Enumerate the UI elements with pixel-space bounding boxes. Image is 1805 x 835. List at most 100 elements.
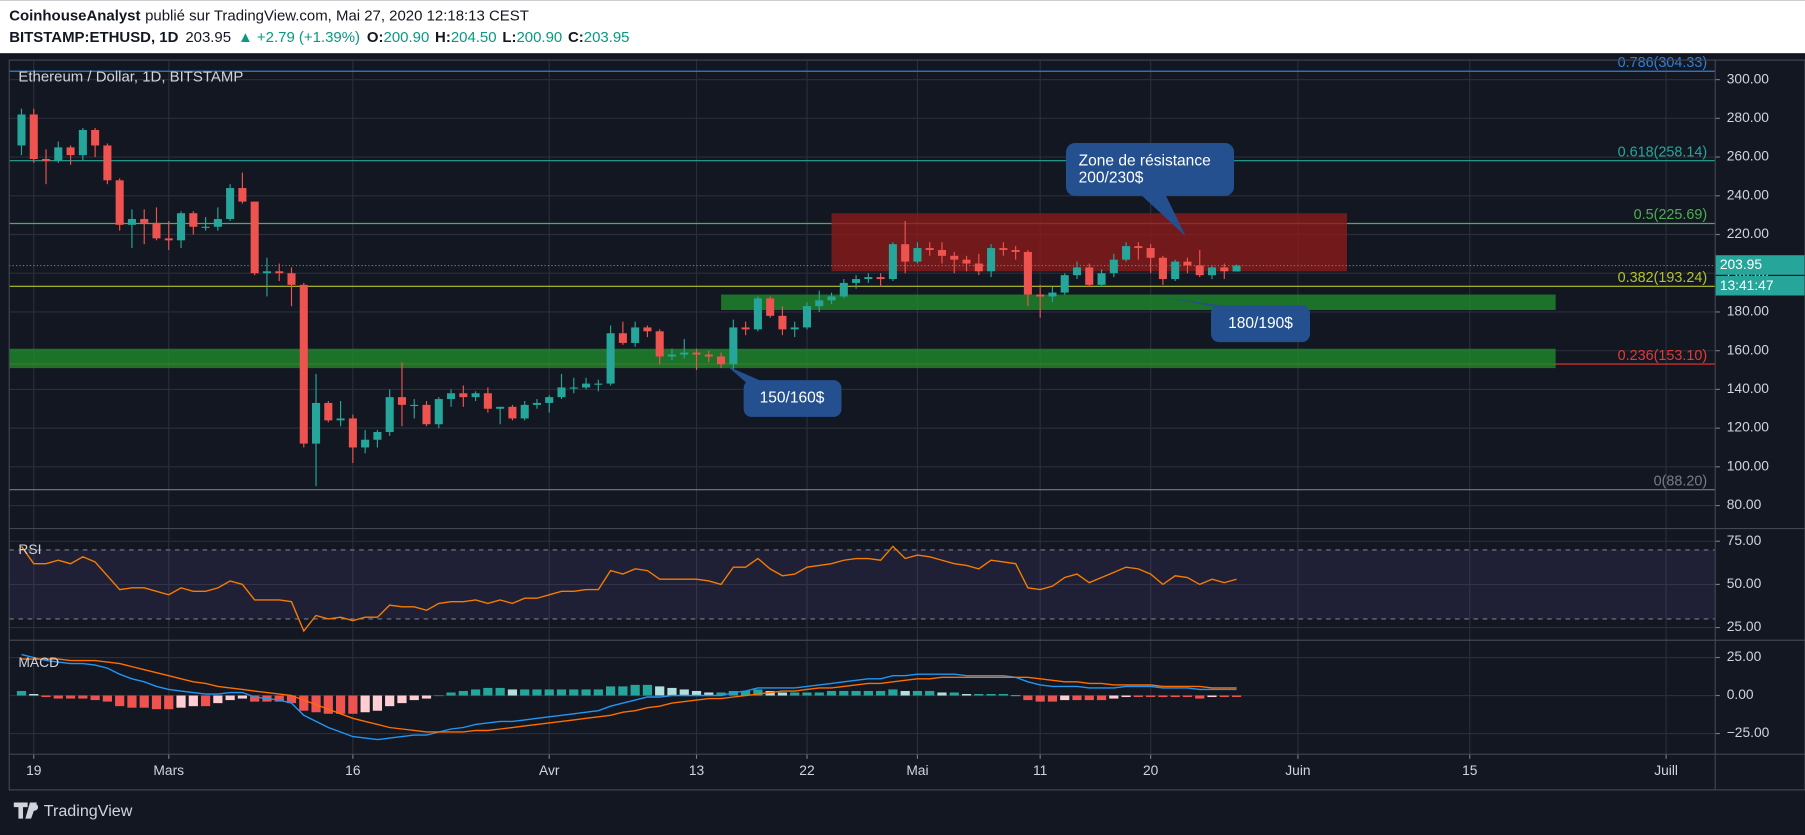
candle-body (1134, 246, 1143, 249)
x-tick-label: 19 (26, 762, 42, 778)
macd-bar (213, 695, 223, 704)
macd-bar (765, 690, 775, 696)
candle-body (962, 259, 971, 264)
callout-text: 150/160$ (760, 390, 825, 407)
macd-bar (581, 689, 591, 696)
macd-bar (127, 695, 137, 708)
y-tick-label: 50.00 (1727, 575, 1762, 591)
candle-body (324, 402, 333, 421)
rsi-band (9, 549, 1716, 619)
fib-label: 0.786(304.33) (1618, 55, 1708, 71)
macd-bar (348, 695, 358, 714)
candle-body (115, 180, 124, 225)
y-tick-label: 140.00 (1727, 380, 1770, 396)
macd-bar (974, 694, 984, 696)
macd-bar (1084, 695, 1094, 701)
candle-body (66, 147, 75, 156)
macd-bar (1023, 695, 1033, 701)
macd-bar (1231, 695, 1242, 698)
candle-body (582, 383, 591, 388)
macd-bar (1170, 695, 1180, 698)
candle-body (152, 222, 161, 239)
ohlc-value: 200.90 (384, 29, 430, 46)
macd-bar (520, 689, 530, 696)
macd-bar (372, 695, 383, 711)
macd-bar (1182, 695, 1193, 698)
y-tick-label: 75.00 (1727, 532, 1762, 548)
candle-body (1220, 267, 1229, 272)
y-tick-label: 300.00 (1727, 70, 1770, 86)
macd-bar (900, 690, 910, 696)
macd-bar (397, 695, 407, 704)
macd-bar (863, 690, 873, 696)
macd-bar (1146, 695, 1156, 698)
macd-bar (716, 692, 726, 696)
candle-body (177, 213, 186, 241)
macd-bar (115, 695, 125, 707)
macd-bar (409, 695, 419, 701)
candle-body (753, 298, 762, 330)
macd-bar (839, 690, 849, 696)
macd-bar (78, 695, 88, 699)
ohlc-label: H: (435, 29, 451, 46)
brand: TradingView (44, 802, 133, 820)
candle-body (729, 327, 738, 365)
x-tick-label: 22 (799, 762, 814, 778)
candle-body (312, 402, 321, 444)
callout-tail (1139, 193, 1186, 237)
macd-bar (176, 695, 186, 708)
macd-bar (544, 689, 554, 696)
macd-bar (728, 690, 738, 696)
ohlc-value: 203.95 (584, 29, 630, 46)
y-tick-label: 25.00 (1727, 648, 1762, 664)
candle-body (950, 255, 959, 260)
x-tick-label: 13 (689, 762, 705, 778)
macd-bar (655, 686, 665, 696)
y-tick-label: 0.00 (1727, 686, 1754, 702)
macd-bar (593, 689, 603, 696)
fib-label: 0.5(225.69) (1634, 207, 1708, 223)
candle-body (238, 188, 247, 202)
candle-body (287, 273, 296, 285)
candle-body (250, 201, 259, 274)
candle-body (127, 219, 136, 225)
macd-bar (569, 689, 579, 696)
header-bar (0, 0, 1805, 54)
macd-bar (41, 695, 51, 698)
macd-bar (937, 692, 947, 696)
x-tick-label: 15 (1462, 762, 1478, 778)
macd-bar (986, 694, 996, 696)
candle-body (766, 298, 775, 316)
macd-bar (335, 695, 346, 714)
fib-label: 0(88.20) (1654, 473, 1708, 489)
candle-body (275, 271, 284, 274)
macd-bar (274, 695, 284, 702)
candle-body (692, 352, 701, 355)
countdown-tag (1715, 275, 1805, 296)
candle-body (213, 219, 222, 227)
candle-body (864, 277, 873, 280)
macd-bar (1035, 695, 1045, 702)
macd-bar (188, 695, 198, 707)
candle-body (1122, 246, 1131, 260)
overlay-layer: Ethereum / Dollar, 1D, BITSTAMP RSI MACD… (8, 59, 1805, 820)
macd-bar (704, 692, 714, 696)
candle-body (974, 263, 983, 272)
candle-body (1023, 251, 1032, 295)
candle-body (741, 327, 750, 330)
macd-bar (151, 695, 162, 710)
symbol: BITSTAMP:ETHUSD, 1D (9, 29, 178, 46)
candle-body (459, 393, 468, 398)
ohlc-value: 204.50 (451, 29, 497, 46)
candle-body (1085, 267, 1094, 285)
last-price: 203.95 (185, 29, 231, 46)
candle-body (361, 439, 370, 448)
macd-bar (961, 694, 972, 696)
macd-bar (483, 687, 493, 696)
macd-bar (1121, 695, 1131, 698)
candle-body (471, 393, 480, 398)
signal-line (21, 658, 1237, 733)
macd-bar (949, 692, 959, 696)
